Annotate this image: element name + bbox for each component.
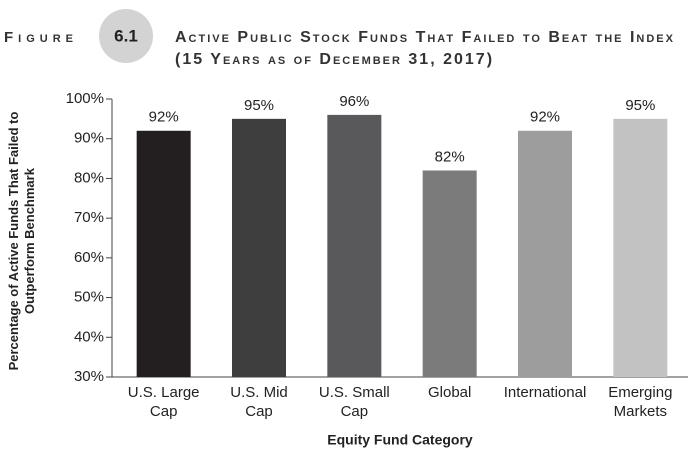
- value-label: 92%: [530, 109, 560, 126]
- value-label: 95%: [625, 97, 655, 114]
- bar: [136, 130, 191, 377]
- bar: [327, 114, 382, 377]
- y-tick-label: 60%: [74, 249, 104, 266]
- chart-subtitle: (15 Years as of December 31, 2017): [175, 51, 494, 68]
- x-axis-label: Equity Fund Category: [327, 432, 473, 448]
- bar: [232, 118, 286, 377]
- x-tick-label: U.S. Mid Cap: [230, 384, 288, 420]
- bar: [422, 170, 477, 377]
- value-label: 95%: [244, 97, 274, 114]
- y-tick-label: 40%: [74, 328, 104, 345]
- y-tick-label: 30%: [74, 368, 104, 385]
- x-tick-label: International: [504, 384, 587, 401]
- y-tick-label: 80%: [74, 169, 104, 186]
- value-label: 96%: [339, 93, 369, 110]
- bar: [613, 118, 668, 377]
- bar: [518, 130, 572, 377]
- y-tick-label: 70%: [74, 209, 104, 226]
- y-tick-label: 100%: [66, 90, 104, 107]
- value-label: 92%: [149, 109, 179, 126]
- y-axis-label: Percentage of Active Funds That Failed t…: [6, 111, 37, 371]
- figure-label: Figure: [4, 29, 78, 46]
- value-label: 82%: [435, 148, 465, 165]
- figure-badge: [99, 9, 153, 63]
- x-tick-label: Global: [428, 384, 471, 401]
- x-tick-label: U.S. Large Cap: [128, 384, 200, 420]
- y-tick-label: 90%: [74, 130, 104, 147]
- y-tick-label: 50%: [74, 289, 104, 306]
- figure-number: 6.1: [114, 26, 138, 45]
- x-tick-label: U.S. Small Cap: [319, 384, 390, 420]
- x-tick-label: Emerging Markets: [608, 384, 672, 420]
- chart-title: Active Public Stock Funds That Failed to…: [175, 29, 675, 46]
